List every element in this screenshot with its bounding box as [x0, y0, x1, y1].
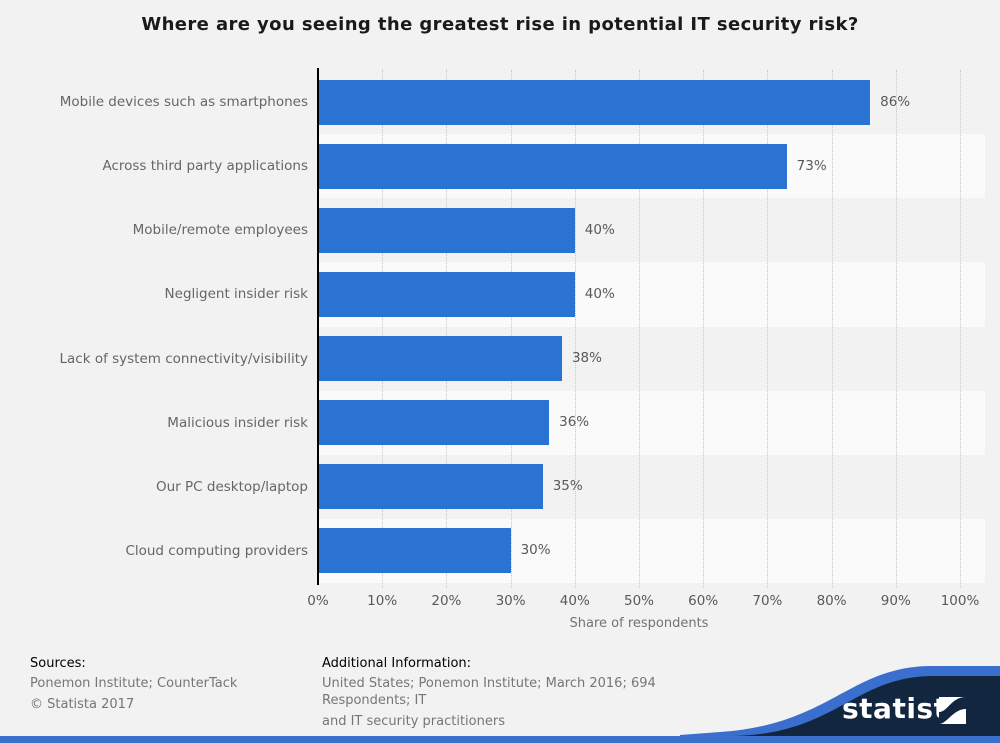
gridline — [703, 70, 705, 588]
category-label: Across third party applications — [102, 158, 308, 175]
x-tick-label: 50% — [623, 593, 654, 609]
additional-info-block: Additional Information: United States; P… — [322, 656, 742, 734]
x-tick-label: 30% — [495, 593, 526, 609]
gridline — [639, 70, 640, 588]
gridline — [767, 70, 769, 588]
gridline — [510, 70, 512, 588]
category-label: Our PC desktop/laptop — [156, 478, 308, 495]
sources-label: Sources: — [30, 656, 86, 671]
gridline — [831, 70, 833, 588]
category-label: Lack of system connectivity/visibility — [59, 350, 309, 367]
category-label: Negligent insider risk — [164, 286, 308, 303]
bar — [318, 336, 562, 382]
bar-value-label: 40% — [584, 285, 615, 302]
gridline — [895, 70, 897, 588]
bar — [318, 143, 787, 189]
bar-value-label: 30% — [520, 542, 551, 559]
statista-swoosh-graphic — [680, 666, 1000, 736]
category-labels: Mobile devices such as smartphones Across… — [0, 70, 309, 583]
x-tick-label: 0% — [307, 593, 329, 609]
x-tick-label: 20% — [431, 593, 462, 609]
bar — [318, 271, 575, 317]
bottom-blue-bar — [0, 736, 1000, 743]
category-label: Mobile/remote employees — [132, 222, 308, 239]
gridline — [574, 70, 576, 588]
bar — [318, 528, 511, 574]
statista-logo-icon — [939, 697, 966, 724]
bar-value-label: 73% — [796, 157, 827, 174]
category-label: Malicious insider risk — [167, 414, 308, 431]
bar-value-label: 38% — [571, 350, 602, 367]
bar — [318, 400, 550, 446]
bar — [318, 464, 543, 510]
y-axis-line — [317, 68, 319, 585]
category-label: Cloud computing providers — [125, 542, 308, 559]
gridline — [446, 70, 448, 588]
bar-value-label: 36% — [559, 414, 590, 431]
x-tick-label: 100% — [940, 593, 980, 609]
category-label: Mobile devices such as smartphones — [59, 94, 308, 110]
bar-value-label: 40% — [584, 221, 615, 238]
gridline — [382, 70, 384, 588]
x-axis-label: Share of respondents — [569, 616, 709, 631]
gridline — [960, 70, 961, 588]
bar — [318, 79, 871, 125]
copyright-line: © Statista 2017 — [30, 697, 135, 712]
sources-block: Sources: Ponemon Institute; CounterTack … — [30, 656, 237, 717]
additional-info-label: Additional Information: — [322, 656, 472, 671]
x-tick-label: 90% — [880, 593, 911, 609]
bar — [318, 207, 575, 253]
x-tick-label: 70% — [752, 593, 783, 609]
x-tick-label: 10% — [367, 593, 398, 609]
x-tick-label: 40% — [559, 593, 590, 609]
bar-value-label: 35% — [552, 478, 583, 495]
bar-value-label: 86% — [880, 93, 911, 110]
plot-area: 86% 73% 40% 40% 38% 36% 35% 30% — [318, 70, 985, 588]
additional-info-line: and IT security practitioners — [322, 714, 505, 729]
chart-title: Where are you seeing the greatest rise i… — [141, 14, 859, 35]
additional-info-line: United States; Ponemon Institute; March … — [322, 676, 656, 708]
sources-line: Ponemon Institute; CounterTack — [30, 676, 238, 691]
x-tick-label: 80% — [816, 593, 847, 609]
x-tick-label: 60% — [688, 593, 719, 609]
